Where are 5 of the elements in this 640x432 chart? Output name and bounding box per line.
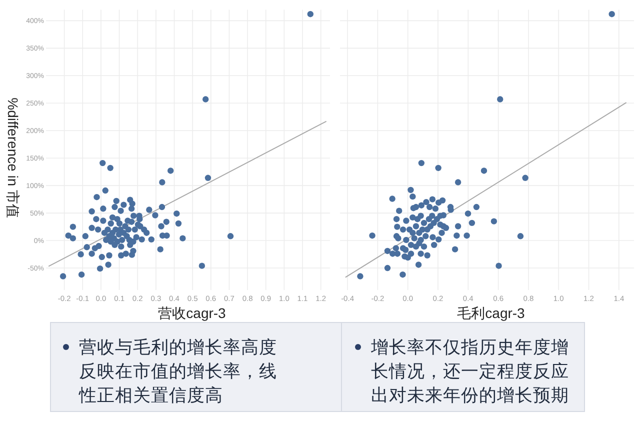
text: 营收与毛利的增长率高度反映在市值的增长率，线性正相关置信度高 xyxy=(79,337,277,405)
y-axis-title: %difference in 市值 xyxy=(5,98,21,218)
text: 增长率不仅指历史年度增长情况，还一定程度反应出对未来年份的增长预期 xyxy=(371,337,569,405)
x-axis-title: 营收cagr-3 xyxy=(158,305,226,321)
x-axis-title: 毛利cagr-3 xyxy=(457,305,526,321)
